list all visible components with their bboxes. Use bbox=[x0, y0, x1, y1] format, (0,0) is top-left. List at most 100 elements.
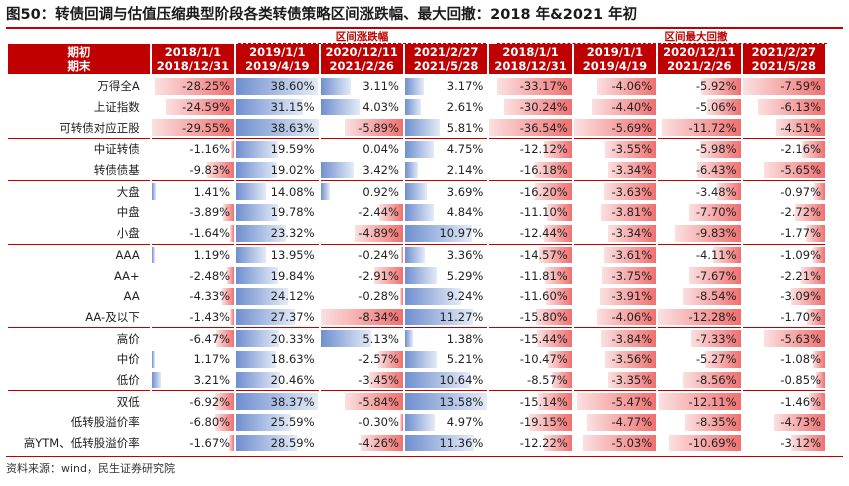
value-cell: -4.06% bbox=[573, 307, 657, 329]
positive-bar bbox=[151, 350, 155, 368]
row-label: AA-及以下 bbox=[8, 307, 150, 329]
value-cell: -11.72% bbox=[658, 117, 741, 140]
value-text: 31.15% bbox=[270, 100, 315, 115]
figure-title: 图50：转债回调与估值压缩典型阶段各类转债策略区间涨跌幅、最大回撤：2018 年… bbox=[6, 7, 638, 23]
positive-bar bbox=[404, 414, 436, 431]
row-label: 中价 bbox=[116, 352, 140, 367]
value-text: 11.36% bbox=[439, 436, 484, 451]
positive-bar bbox=[236, 371, 280, 389]
negative-bar bbox=[592, 98, 657, 116]
period-start: 2020/12/11 bbox=[663, 45, 736, 59]
table-row: AA-及以下 -1.43% 27.37% -8.34% 11.27% -15.80% -4.… bbox=[8, 307, 825, 329]
period-end: 2021/5/28 bbox=[413, 59, 479, 73]
negative-bar bbox=[607, 161, 657, 179]
negative-bar bbox=[712, 246, 741, 264]
negative-bar bbox=[791, 287, 825, 305]
row-label: AAA bbox=[115, 247, 140, 262]
negative-bar bbox=[684, 414, 741, 431]
value-cell: 3.21% bbox=[151, 370, 235, 392]
value-cell: -11.81% bbox=[489, 265, 572, 286]
row-label: 中证转债 bbox=[93, 142, 140, 157]
value-cell: -3.81% bbox=[574, 202, 657, 223]
value-cell: -5.47% bbox=[574, 391, 657, 412]
value-cell: -5.63% bbox=[743, 328, 825, 349]
value-cell: -5.06% bbox=[658, 97, 741, 118]
value-cell: 20.46% bbox=[236, 370, 319, 392]
value-text: -8.54% bbox=[695, 289, 737, 304]
value-cell: -3.09% bbox=[743, 286, 825, 307]
value-text: 19.02% bbox=[270, 163, 315, 178]
value-text: -5.63% bbox=[780, 331, 821, 346]
value-text: -3.55% bbox=[611, 142, 653, 157]
value-text: -0.97% bbox=[780, 184, 821, 199]
value-cell: 4.03% bbox=[320, 97, 403, 118]
period-end: 2019/4/19 bbox=[245, 59, 310, 73]
value-cell: 19.02% bbox=[236, 160, 319, 182]
negative-bar bbox=[576, 393, 657, 410]
negative-bar bbox=[674, 224, 741, 242]
value-text: -4.33% bbox=[189, 289, 231, 304]
table-row: 低价 3.21% 20.46% -3.45% 10.64% -8.57% -3.35% -8.… bbox=[8, 370, 825, 392]
negative-bar bbox=[229, 224, 235, 242]
negative-bar bbox=[345, 393, 403, 410]
value-cell: -5.69% bbox=[573, 117, 657, 140]
value-cell: 27.37% bbox=[236, 307, 319, 329]
value-text: -1.64% bbox=[189, 226, 231, 241]
value-cell: -4.73% bbox=[743, 412, 825, 433]
negative-bar bbox=[360, 434, 403, 452]
value-text: -1.70% bbox=[780, 309, 821, 324]
value-cell: 1.17% bbox=[151, 349, 234, 370]
positive-bar bbox=[404, 308, 474, 326]
positive-bar bbox=[404, 287, 461, 305]
value-text: 3.21% bbox=[193, 372, 231, 387]
period-start: 2018/1/1 bbox=[502, 45, 559, 59]
value-cell: -3.56% bbox=[574, 349, 657, 370]
positive-bar bbox=[236, 330, 280, 347]
value-cell: -4.89% bbox=[320, 223, 403, 245]
negative-bar bbox=[604, 141, 657, 158]
table-row: 双低 -6.92% 38.37% -5.84% 13.58% -15.14% -5.47% -… bbox=[8, 391, 825, 412]
source-note: 资料来源：wind，民生证券研究院 bbox=[6, 462, 176, 475]
positive-bar bbox=[236, 119, 319, 137]
value-cell: -12.28% bbox=[658, 307, 741, 329]
value-text: -0.30% bbox=[358, 415, 399, 430]
value-cell: -12.44% bbox=[489, 223, 572, 245]
table-row: 小盘 -1.64% 23.32% -4.89% 10.97% -12.44% -3.34% -… bbox=[8, 223, 825, 245]
value-cell: -1.67% bbox=[152, 433, 235, 454]
table-row: 可转债对应正股 -29.55% 38.63% -5.89% 5.81% -36.54% -5… bbox=[8, 117, 825, 140]
positive-bar bbox=[404, 267, 438, 284]
value-cell: -5.65% bbox=[742, 160, 825, 182]
positive-bar bbox=[236, 308, 295, 326]
period-start: 2019/1/1 bbox=[586, 45, 644, 59]
value-cell: 19.78% bbox=[236, 202, 318, 223]
value-text: -3.61% bbox=[611, 247, 653, 262]
row-label: 小盘 bbox=[8, 223, 150, 245]
positive-bar bbox=[404, 246, 426, 264]
value-text: -15.14% bbox=[519, 394, 568, 409]
value-cell: -9.83% bbox=[151, 160, 235, 182]
value-text: -4.73% bbox=[780, 415, 821, 430]
value-cell: -0.97% bbox=[743, 181, 825, 202]
value-cell: -2.21% bbox=[743, 265, 825, 286]
negative-bar bbox=[683, 371, 741, 389]
period-start: 2018/1/1 bbox=[164, 45, 222, 59]
value-text: -12.11% bbox=[688, 394, 737, 409]
value-cell: -4.11% bbox=[658, 245, 741, 266]
value-text: -3.34% bbox=[611, 163, 653, 178]
value-cell: 25.59% bbox=[236, 412, 318, 433]
value-cell: -6.92% bbox=[152, 391, 235, 412]
value-text: 1.19% bbox=[193, 247, 231, 262]
negative-bar bbox=[374, 267, 403, 284]
value-text: 5.21% bbox=[446, 352, 484, 367]
value-cell: 23.32% bbox=[236, 223, 319, 245]
value-text: -6.80% bbox=[189, 415, 231, 430]
value-text: -5.92% bbox=[695, 79, 737, 94]
negative-bar bbox=[223, 204, 235, 221]
table-header-row: 期初 期末 2018/1/1 2018/12/31 2019/1/1 2019/4/1… bbox=[8, 44, 825, 76]
value-text: 38.60% bbox=[270, 79, 315, 94]
row-label: 中盘 bbox=[116, 205, 140, 220]
value-cell: -2.72% bbox=[743, 202, 825, 223]
value-cell: -33.17% bbox=[489, 76, 572, 97]
negative-bar bbox=[354, 224, 403, 242]
value-text: -4.51% bbox=[780, 120, 821, 135]
